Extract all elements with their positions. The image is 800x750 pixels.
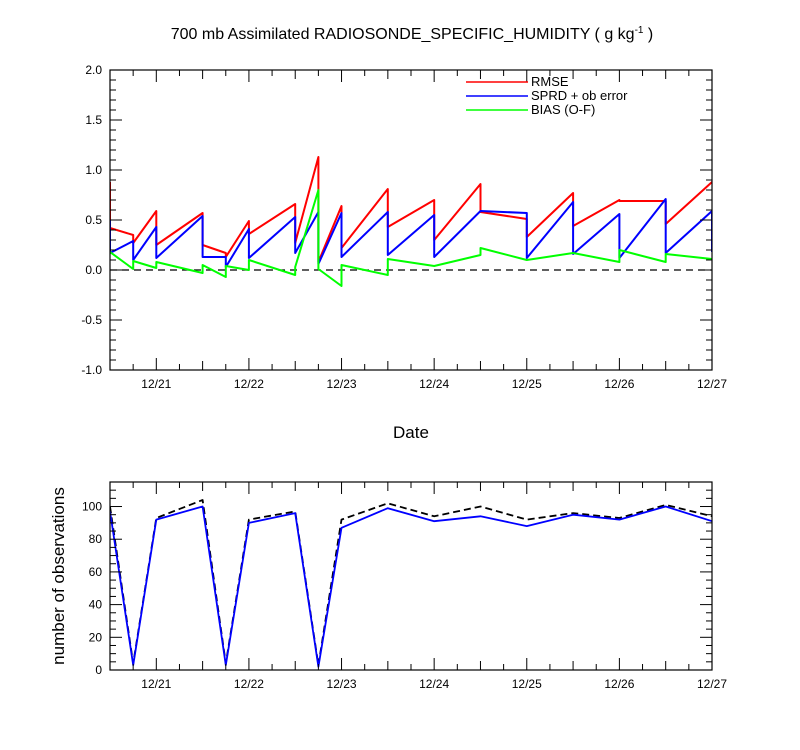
- top-y-tick-label: -1.0: [81, 363, 102, 377]
- top-y-tick-label: 1.5: [85, 113, 102, 127]
- bottom-y-axis-title: number of observations: [49, 487, 68, 665]
- bottom-x-tick-label: 12/26: [604, 677, 634, 691]
- bottom-series-line-0: [110, 499, 712, 666]
- top-y-tick-label: 2.0: [85, 63, 102, 77]
- bottom-y-tick-label: 20: [89, 630, 103, 644]
- bottom-y-tick-label: 60: [89, 565, 103, 579]
- top-x-tick-label: 12/21: [141, 377, 171, 391]
- top-series-line-1: [110, 198, 712, 268]
- bottom-series-line-1: [110, 505, 712, 668]
- top-panel-humidity-stats: 12/21 12/22 12/23 12/24 12/25 12/26 12/27 -1.0 -…: [81, 63, 727, 442]
- chart-title-superscript: -1: [635, 25, 644, 36]
- bottom-y-tick-label: 40: [89, 598, 103, 612]
- top-x-tick-label: 12/22: [234, 377, 264, 391]
- bottom-x-tick-label: 12/24: [419, 677, 449, 691]
- top-series-line-2: [110, 189, 712, 287]
- bottom-panel-observation-count: 12/21 12/22 12/23 12/24 12/25 12/26 12/27 0 20 40…: [49, 481, 727, 691]
- top-x-tick-label: 12/23: [327, 377, 357, 391]
- bottom-x-tick-label: 12/23: [327, 677, 357, 691]
- top-x-tick-label: 12/27: [697, 377, 727, 391]
- bottom-x-tick-label: 12/21: [141, 677, 171, 691]
- bottom-x-tick-label: 12/22: [234, 677, 264, 691]
- top-x-axis-title: Date: [393, 423, 429, 442]
- top-plot-frame: [109, 69, 713, 371]
- bottom-y-tick-label: 80: [89, 532, 103, 546]
- top-y-tick-label: 1.0: [85, 163, 102, 177]
- chart-title-main: 700 mb Assimilated RADIOSONDE_SPECIFIC_H…: [171, 26, 635, 43]
- legend-label-0: RMSE: [531, 74, 569, 89]
- top-x-tick-label: 12/26: [604, 377, 634, 391]
- bottom-y-tick-label: 100: [82, 500, 102, 514]
- chart-title-close: ): [643, 26, 653, 43]
- top-y-tick-label: 0.5: [85, 213, 102, 227]
- bottom-x-tick-label: 12/25: [512, 677, 542, 691]
- bottom-y-tick-label: 0: [95, 663, 102, 677]
- top-y-tick-label: -0.5: [81, 313, 102, 327]
- bottom-x-tick-label: 12/27: [697, 677, 727, 691]
- chart-title: 700 mb Assimilated RADIOSONDE_SPECIFIC_H…: [171, 25, 654, 43]
- top-x-tick-label: 12/25: [512, 377, 542, 391]
- top-x-tick-label: 12/24: [419, 377, 449, 391]
- legend-label-2: BIAS (O-F): [531, 102, 595, 117]
- top-series-line-0: [110, 156, 712, 263]
- top-y-tick-label: 0.0: [85, 263, 102, 277]
- legend-label-1: SPRD + ob error: [531, 88, 628, 103]
